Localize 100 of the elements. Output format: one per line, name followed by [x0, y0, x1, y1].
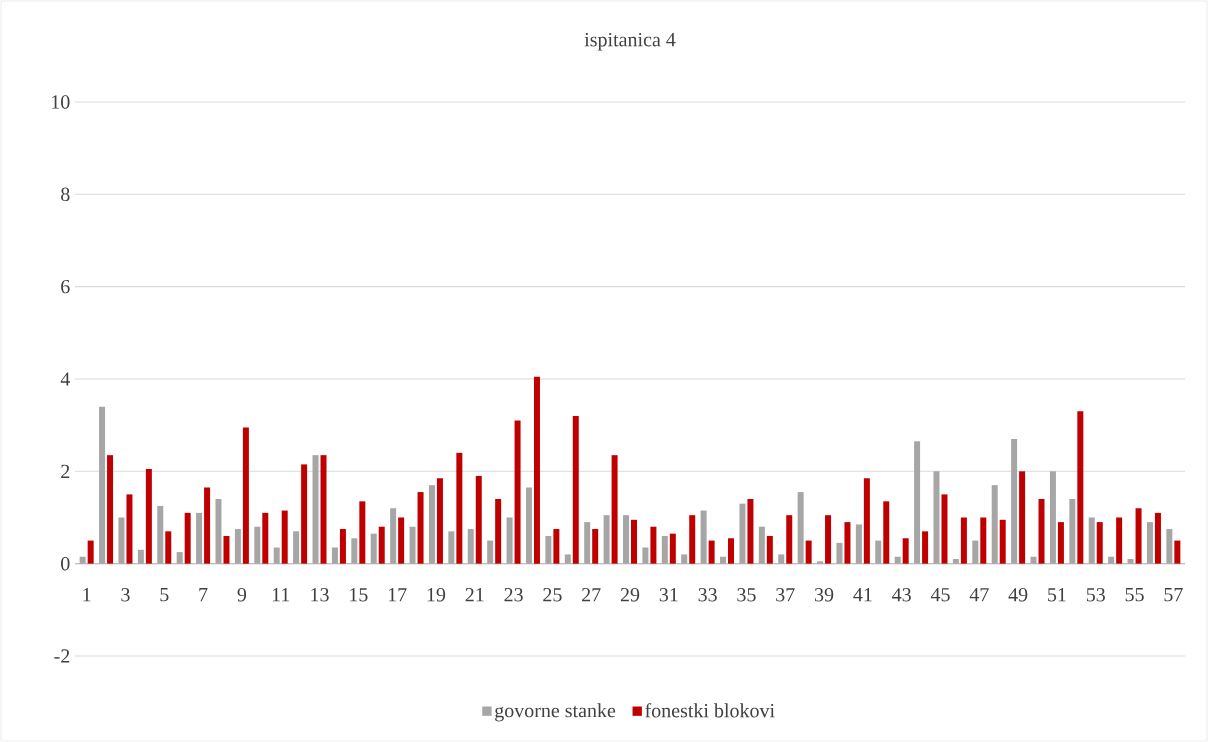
x-tick-label: 31 [659, 588, 678, 602]
x-tick-label: 15 [350, 588, 368, 602]
bar [960, 517, 967, 564]
x-tick-label: 27 [582, 588, 601, 602]
y-tick-label: -2 [54, 649, 70, 663]
bar [1077, 411, 1084, 564]
bar [312, 455, 319, 564]
bar [390, 508, 397, 564]
bar [242, 427, 249, 564]
bar [545, 535, 552, 564]
bar [495, 499, 502, 564]
bar [1088, 517, 1095, 564]
bar [417, 492, 424, 564]
x-tick-label: 47 [969, 588, 989, 602]
bar [1108, 556, 1115, 564]
bar [875, 540, 882, 564]
bar [1174, 540, 1181, 564]
bar [145, 469, 152, 564]
bar [467, 529, 474, 564]
bar [157, 505, 164, 564]
bar [592, 529, 599, 564]
bar [118, 517, 125, 564]
bar [320, 455, 327, 564]
bar [506, 517, 513, 564]
bar [786, 515, 793, 564]
bar [999, 519, 1006, 564]
legend-label: fonestki blokovi [645, 703, 775, 718]
x-tick-label: 35 [737, 588, 756, 602]
bar [739, 503, 746, 564]
bar [79, 556, 86, 564]
bar [642, 547, 649, 564]
bar [1135, 508, 1142, 564]
bar [1049, 471, 1056, 564]
y-tick-label: 2 [61, 464, 70, 478]
bar [805, 540, 812, 564]
x-tick-label: 1 [83, 588, 91, 602]
bar [855, 524, 862, 564]
bar [708, 540, 715, 564]
bar [758, 526, 765, 564]
x-tick-label: 41 [853, 588, 872, 602]
bar [456, 452, 463, 564]
bar [204, 487, 211, 564]
bar [922, 531, 929, 564]
x-tick-label: 43 [892, 588, 911, 602]
bar [883, 501, 890, 564]
x-tick-label: 11 [272, 588, 290, 602]
bar [301, 464, 308, 564]
bar [952, 559, 959, 564]
bar [972, 540, 979, 564]
bar [165, 531, 172, 564]
x-tick-label: 49 [1008, 588, 1028, 602]
x-tick-label: 23 [504, 588, 523, 602]
bar [339, 529, 346, 564]
x-tick-label: 25 [543, 588, 562, 602]
bar [514, 420, 521, 564]
bar [293, 531, 300, 564]
x-tick-label: 7 [199, 588, 208, 602]
bar [254, 526, 261, 564]
bar [223, 535, 230, 564]
bar [661, 535, 668, 564]
bar [281, 510, 288, 564]
bar [720, 556, 727, 564]
bar [728, 538, 735, 564]
legend-label: govorne stanke [495, 703, 616, 722]
bar [797, 492, 804, 564]
bar [1011, 439, 1018, 564]
bar [215, 499, 222, 564]
x-tick-label: 55 [1125, 588, 1144, 602]
bar [825, 515, 832, 564]
x-tick-label: 33 [698, 588, 717, 602]
bar [747, 499, 754, 564]
bar [1127, 559, 1134, 564]
x-tick-label: 21 [465, 588, 484, 602]
bar [196, 512, 203, 564]
bar [359, 501, 366, 564]
bar [564, 554, 571, 564]
bar [1146, 522, 1153, 564]
bar [378, 526, 385, 564]
bar [398, 517, 405, 564]
bar [894, 556, 901, 564]
bar [941, 494, 948, 564]
x-tick-label: 9 [237, 588, 247, 602]
bar [487, 540, 494, 564]
x-tick-label: 51 [1048, 588, 1066, 602]
bar [980, 517, 987, 564]
bar [914, 441, 921, 564]
bar [844, 522, 851, 564]
bar [778, 554, 785, 564]
y-tick-label: 10 [52, 95, 70, 109]
x-tick-label: 5 [160, 588, 169, 602]
bar [623, 515, 629, 564]
bar [689, 515, 696, 564]
bar [863, 478, 870, 564]
bar [1116, 517, 1123, 564]
x-tick-label: 13 [311, 588, 329, 602]
bar [650, 526, 657, 564]
bar [631, 519, 637, 564]
x-tick-label: 37 [776, 588, 795, 602]
bar [836, 542, 843, 564]
bar [603, 515, 610, 564]
